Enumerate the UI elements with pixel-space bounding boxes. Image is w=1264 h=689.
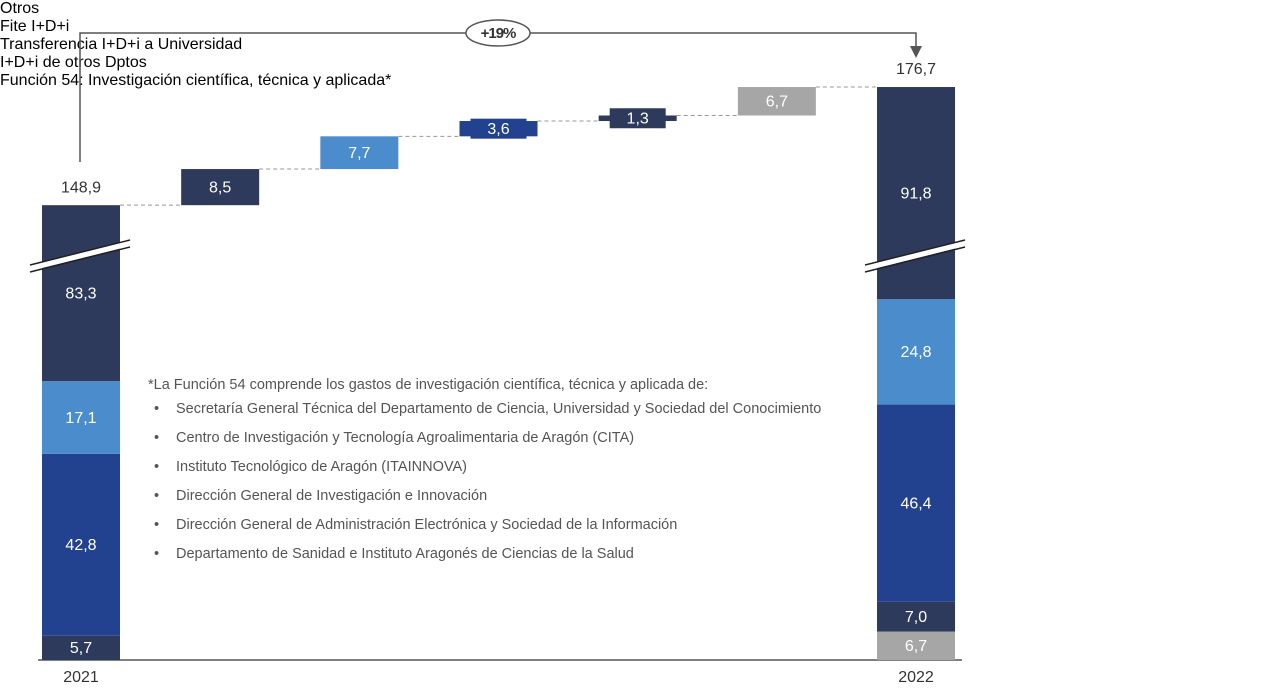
segment-label: 24,8 xyxy=(900,344,931,361)
segment-label: 83,3 xyxy=(65,285,96,302)
total-label: 148,9 xyxy=(61,179,101,196)
stack-segment xyxy=(877,631,956,660)
segment-name: Otros xyxy=(0,0,40,17)
note-item: Centro de Investigación y Tecnología Agr… xyxy=(148,429,868,447)
step-label: 1,3 xyxy=(627,110,649,127)
step-label: 7,7 xyxy=(348,145,370,162)
stack-segment xyxy=(42,381,120,454)
break-line xyxy=(29,246,131,273)
stack-segment xyxy=(877,601,956,632)
stack-segment xyxy=(42,635,120,660)
note-item: Instituto Tecnológico de Aragón (ITAINNO… xyxy=(148,458,868,476)
break-gap xyxy=(864,240,966,271)
step-label: 8,5 xyxy=(209,179,231,196)
segment-label: 6,7 xyxy=(905,638,927,655)
stack-segment xyxy=(42,453,120,636)
note-list: Secretaría General Técnica del Departame… xyxy=(148,400,868,563)
comparison-oval xyxy=(465,19,531,47)
category-label: 2022 xyxy=(898,669,934,686)
break-gap xyxy=(29,240,131,271)
total-label: 176,7 xyxy=(896,61,936,78)
segment-name: Fite I+D+i xyxy=(0,18,70,35)
segment-name: Función 54: Investigación científica, té… xyxy=(0,72,392,89)
note-item: Dirección General de Administración Elec… xyxy=(148,516,868,534)
step-bar xyxy=(598,115,677,122)
category-label: 2021 xyxy=(63,669,99,686)
segment-label: 91,8 xyxy=(900,185,931,202)
segment-label: 5,7 xyxy=(70,640,92,657)
break-line xyxy=(29,239,131,266)
step-label: 6,7 xyxy=(766,93,788,110)
note: *La Función 54 comprende los gastos de i… xyxy=(148,376,868,574)
segment-name: Transferencia I+D+i a Universidad xyxy=(0,36,243,53)
segment-label: 42,8 xyxy=(65,537,96,554)
note-item: Dirección General de Investigación e Inn… xyxy=(148,487,868,505)
bracket xyxy=(79,32,468,162)
comparison-label: +19% xyxy=(481,25,516,42)
step-bar xyxy=(181,169,260,206)
note-item: Secretaría General Técnica del Departame… xyxy=(148,400,868,418)
step-label: 3,6 xyxy=(487,121,509,138)
note-item: Departamento de Sanidad e Instituto Arag… xyxy=(148,545,868,563)
break-line xyxy=(864,246,966,273)
stack-segment xyxy=(877,404,956,602)
stack-segment xyxy=(42,205,120,382)
stack-segment xyxy=(877,299,956,405)
break-line xyxy=(864,239,966,266)
segment-label: 7,0 xyxy=(905,609,927,626)
step-bar xyxy=(459,121,538,137)
step-bar xyxy=(320,136,399,170)
segment-label: 17,1 xyxy=(65,410,96,427)
step-bar xyxy=(737,87,816,116)
bracket xyxy=(528,32,922,58)
segment-label: 46,4 xyxy=(900,495,931,512)
segment-name: I+D+i de otros Dptos xyxy=(0,54,147,71)
note-title: *La Función 54 comprende los gastos de i… xyxy=(148,377,709,393)
